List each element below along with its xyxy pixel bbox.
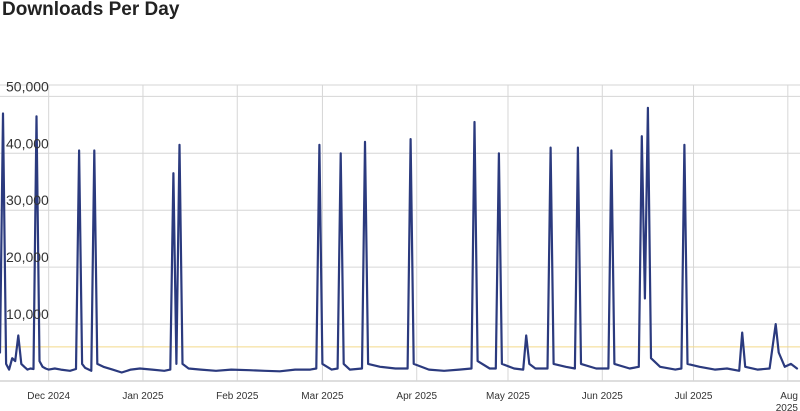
y-tick-label: 10,000: [6, 306, 49, 322]
y-tick-label: 30,000: [6, 192, 49, 208]
chart-title: Downloads Per Day: [2, 0, 180, 20]
series-layer: [0, 106, 799, 374]
grid-layer: [0, 84, 800, 382]
y-tick-label: 40,000: [6, 135, 49, 151]
y-tick-label: 50,000: [6, 78, 49, 94]
x-tick-label: Aug 2025: [776, 391, 799, 411]
x-tick-label: Dec 2024: [27, 391, 70, 402]
x-tick-label: Apr 2025: [396, 391, 437, 402]
x-tick-label: Jul 2025: [675, 391, 713, 402]
x-axis-ticks: Dec 2024 Jan 2025 Feb 2025 Mar 2025 Apr 2025…: [27, 391, 798, 411]
x-tick-label: May 2025: [486, 391, 530, 402]
x-tick-label: Feb 2025: [216, 391, 259, 402]
x-tick-label: Mar 2025: [301, 391, 344, 402]
x-tick-label: Jun 2025: [582, 391, 624, 402]
y-tick-label: 20,000: [6, 249, 49, 265]
y-axis-ticks: 10,000 20,000 30,000 40,000 50,000: [6, 78, 49, 322]
series-line: [0, 106, 799, 374]
x-tick-label: Jan 2025: [122, 391, 164, 402]
